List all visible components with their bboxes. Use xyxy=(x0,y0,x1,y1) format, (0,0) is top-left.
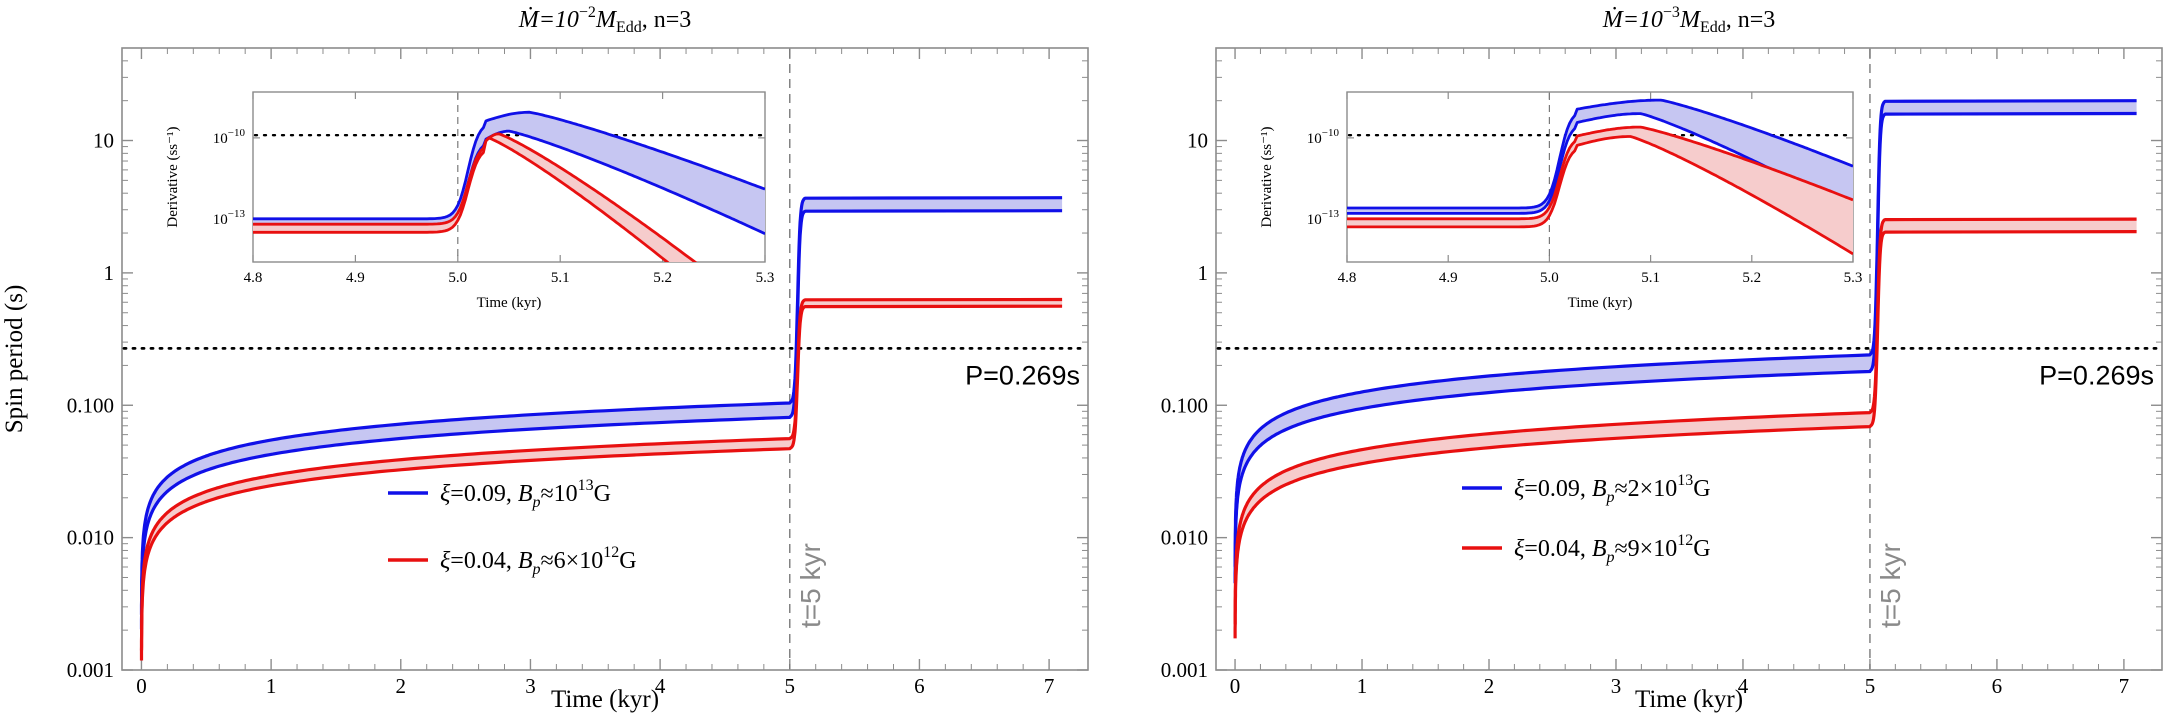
inset-x-tick-label: 5.2 xyxy=(1742,270,1761,286)
legend-entry-1: ξ=0.09, Bp≈1013G xyxy=(388,477,611,511)
series-1-lower-line xyxy=(139,209,1063,631)
plot-frame xyxy=(121,47,1089,671)
series-2-lower-line xyxy=(1233,230,2137,640)
series-1-lower-line xyxy=(1233,111,2137,585)
inset-y-tick-label: 10−10 xyxy=(213,127,246,147)
y-tick-label: 0.100 xyxy=(1161,393,1208,417)
inset-x-tick-label: 4.8 xyxy=(1338,270,1357,286)
inset-y-axis-label: Derivative (ss⁻¹) xyxy=(165,126,181,227)
legend-label: ξ=0.09, Bp≈1013G xyxy=(440,477,611,511)
legend-label: ξ=0.09, Bp≈2×1013G xyxy=(1514,472,1711,506)
inset-curves xyxy=(253,110,765,262)
y-tick-label: 0.010 xyxy=(1161,526,1208,550)
inset-series-2-band xyxy=(253,133,695,262)
y-tick-label: 1 xyxy=(1198,261,1209,285)
x-tick-label: 7 xyxy=(1044,674,1055,698)
inset-series-1-band xyxy=(1347,100,1853,214)
series-2-band xyxy=(1235,219,2137,639)
inset-x-tick-label: 5.0 xyxy=(1540,270,1559,286)
x-tick-label: 4 xyxy=(655,674,666,698)
chart-title: Ṁ=10−3MEdd, n=3 xyxy=(1602,4,1776,36)
inset-x-tick-label: 4.8 xyxy=(244,270,263,286)
inset-y-tick-label: 10−13 xyxy=(1307,208,1340,228)
y-axis-label: Spin period (s) xyxy=(1,285,28,434)
legend-label: ξ=0.04, Bp≈9×1012G xyxy=(1514,532,1711,566)
transition-time-label: t=5 kyr xyxy=(1875,543,1906,628)
x-tick-label: 5 xyxy=(785,674,796,698)
inset-series-2-band xyxy=(1347,127,1853,254)
y-tick-label: 1 xyxy=(104,261,115,285)
reference-period-label: P=0.269s xyxy=(2039,360,2154,390)
chart-panel-1: Ṁ=10−2MEdd, n=3 0 1 2 3 4 5 6 7 0.001 0.010 0.100 1 1… xyxy=(1,4,1089,713)
inset-series-1-upper-line xyxy=(253,110,765,221)
x-tick-label: 7 xyxy=(2119,674,2130,698)
inset-x-tick-label: 5.1 xyxy=(1641,270,1660,286)
inset-x-tick-label: 5.1 xyxy=(551,270,570,286)
x-axis-label: Time (kyr) xyxy=(1635,686,1743,713)
transition-time-label: t=5 kyr xyxy=(795,543,826,628)
y-tick-label: 0.001 xyxy=(1161,658,1208,682)
x-tick-label: 1 xyxy=(1357,674,1368,698)
y-tick-label: 0.100 xyxy=(67,393,114,417)
inset-x-tick-label: 5.2 xyxy=(653,270,672,286)
x-tick-label: 2 xyxy=(1484,674,1495,698)
inset-series-2-lower-line xyxy=(253,136,670,262)
y-tick-label: 10 xyxy=(93,129,114,153)
x-tick-label: 0 xyxy=(136,674,147,698)
inset-x-tick-label: 5.3 xyxy=(1844,270,1863,286)
x-tick-label: 5 xyxy=(1865,674,1876,698)
x-tick-label: 3 xyxy=(1611,674,1622,698)
x-tick-label: 6 xyxy=(1992,674,2003,698)
x-tick-label: 0 xyxy=(1230,674,1241,698)
x-tick-label: 4 xyxy=(1738,674,1749,698)
plot-frame xyxy=(1215,47,2163,671)
series-2-band xyxy=(141,299,1063,661)
x-tick-label: 6 xyxy=(914,674,925,698)
y-tick-label: 0.001 xyxy=(67,658,114,682)
series-1-upper-line xyxy=(1233,99,2137,568)
inset-panel: 4.8 4.9 5.0 5.1 5.2 5.3 10−13 10−10 Time (kyr) De… xyxy=(165,91,775,311)
inset-series-1-band xyxy=(253,112,765,234)
inset-x-tick-label: 4.9 xyxy=(346,270,365,286)
chart-title: Ṁ=10−2MEdd, n=3 xyxy=(518,4,692,36)
chart-panel-2: Ṁ=10−3MEdd, n=3 0 1 2 3 4 5 6 7 0.001 0.010 0.100 1 1… xyxy=(1161,4,2163,713)
legend-entry-2: ξ=0.04, Bp≈9×1012G xyxy=(1462,532,1711,566)
inset-series-2-upper-line xyxy=(253,132,698,262)
series-2-upper-line xyxy=(139,297,1063,652)
inset-x-tick-label: 5.0 xyxy=(448,270,467,286)
x-axis-label: Time (kyr) xyxy=(551,686,659,713)
series-1-band xyxy=(141,197,1063,630)
inset-y-tick-label: 10−13 xyxy=(213,208,246,228)
legend-label: ξ=0.04, Bp≈6×1012G xyxy=(440,544,637,578)
legend-entry-1: ξ=0.09, Bp≈2×1013G xyxy=(1462,472,1711,506)
inset-panel: 4.8 4.9 5.0 5.1 5.2 5.3 10−13 10−10 Time (kyr) De… xyxy=(1259,91,1863,311)
inset-y-axis-label: Derivative (ss⁻¹) xyxy=(1259,126,1275,227)
series-1-upper-line xyxy=(139,196,1063,617)
inset-x-tick-label: 5.3 xyxy=(756,270,775,286)
inset-series-2-lower-line xyxy=(1347,135,1853,256)
inset-x-axis-label: Time (kyr) xyxy=(477,295,542,311)
inset-series-1-upper-line xyxy=(1347,98,1853,210)
inset-x-axis-label: Time (kyr) xyxy=(1568,295,1633,311)
x-tick-label: 1 xyxy=(266,674,277,698)
inset-series-2-upper-line xyxy=(1347,125,1853,221)
y-tick-label: 0.010 xyxy=(67,526,114,550)
x-tick-label: 2 xyxy=(396,674,407,698)
legend-entry-2: ξ=0.04, Bp≈6×1012G xyxy=(388,544,637,578)
x-tick-label: 3 xyxy=(525,674,536,698)
series-2-lower-line xyxy=(139,304,1063,663)
y-tick-label: 10 xyxy=(1187,129,1208,153)
reference-period-label: P=0.269s xyxy=(965,360,1080,390)
inset-y-tick-label: 10−10 xyxy=(1307,127,1340,147)
inset-x-tick-label: 4.9 xyxy=(1439,270,1458,286)
inset-curves xyxy=(1347,98,1853,256)
series-2-upper-line xyxy=(1233,217,2137,626)
